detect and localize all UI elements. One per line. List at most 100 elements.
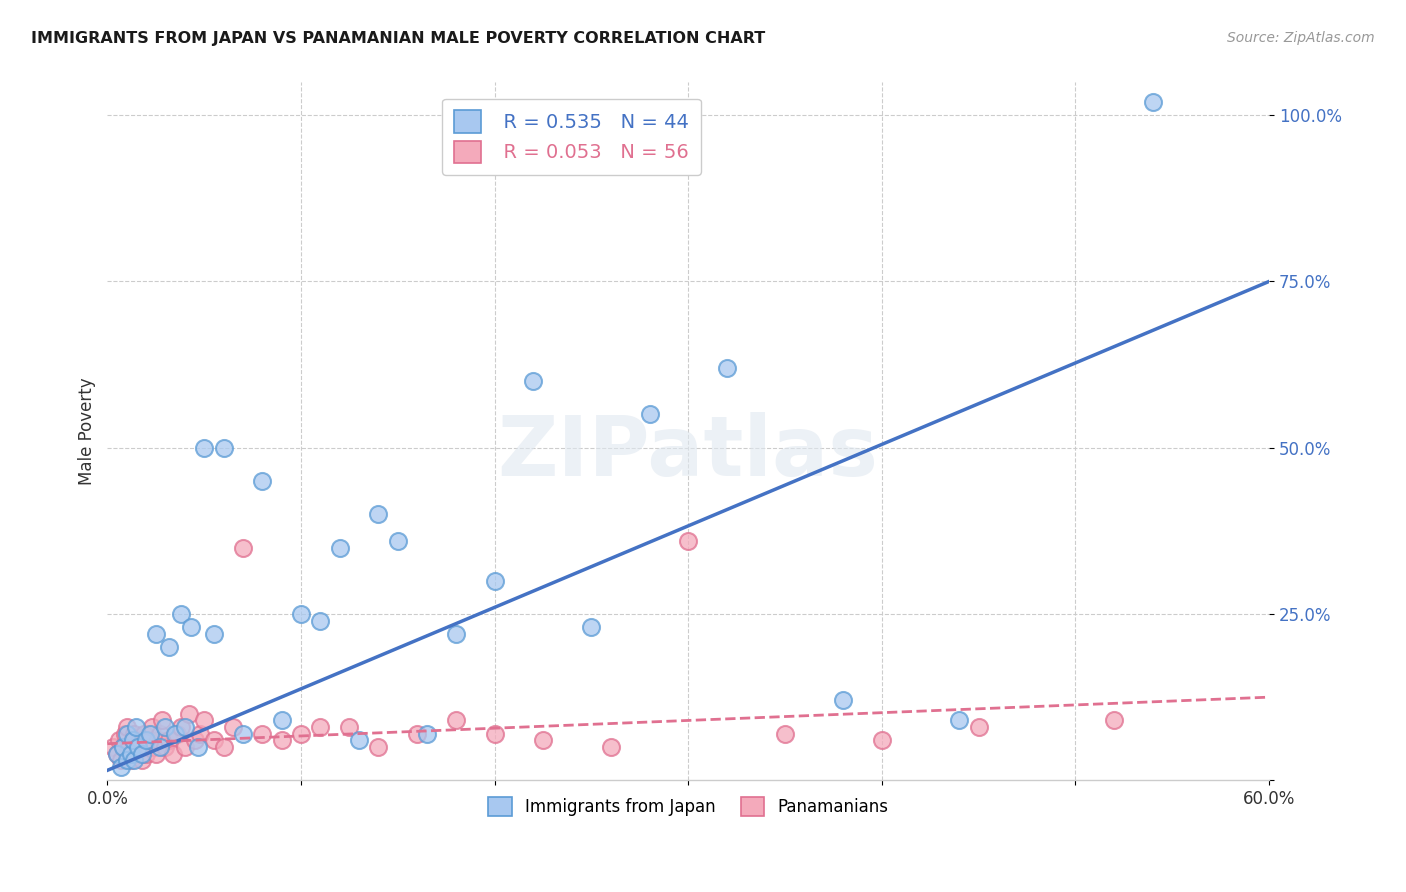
Point bbox=[290, 727, 312, 741]
Point bbox=[187, 739, 209, 754]
Point bbox=[270, 714, 292, 728]
Point bbox=[135, 747, 157, 761]
Point bbox=[145, 627, 167, 641]
Point bbox=[127, 739, 149, 754]
Point bbox=[157, 733, 180, 747]
Point bbox=[131, 747, 153, 761]
Point bbox=[105, 747, 128, 761]
Point bbox=[149, 727, 172, 741]
Point bbox=[638, 408, 661, 422]
Point bbox=[183, 733, 205, 747]
Point bbox=[484, 727, 506, 741]
Point bbox=[146, 733, 169, 747]
Point bbox=[124, 727, 146, 741]
Point bbox=[252, 474, 274, 488]
Point bbox=[129, 733, 152, 747]
Point bbox=[170, 607, 193, 621]
Point bbox=[165, 727, 187, 741]
Point bbox=[110, 760, 132, 774]
Point bbox=[188, 727, 211, 741]
Point bbox=[127, 739, 149, 754]
Point bbox=[170, 720, 193, 734]
Point bbox=[367, 739, 389, 754]
Point bbox=[121, 733, 143, 747]
Point bbox=[406, 727, 429, 741]
Point bbox=[387, 533, 409, 548]
Legend: Immigrants from Japan, Panamanians: Immigrants from Japan, Panamanians bbox=[479, 789, 897, 824]
Point bbox=[166, 727, 188, 741]
Point bbox=[155, 720, 177, 734]
Point bbox=[131, 753, 153, 767]
Point bbox=[124, 753, 146, 767]
Point bbox=[347, 733, 370, 747]
Point bbox=[202, 627, 225, 641]
Point bbox=[177, 706, 200, 721]
Text: IMMIGRANTS FROM JAPAN VS PANAMANIAN MALE POVERTY CORRELATION CHART: IMMIGRANTS FROM JAPAN VS PANAMANIAN MALE… bbox=[31, 31, 765, 46]
Point bbox=[222, 720, 245, 734]
Point bbox=[111, 739, 134, 754]
Point bbox=[212, 441, 235, 455]
Point bbox=[581, 620, 603, 634]
Point bbox=[114, 727, 136, 741]
Point bbox=[232, 727, 254, 741]
Point bbox=[832, 693, 855, 707]
Point bbox=[149, 739, 172, 754]
Point bbox=[173, 720, 195, 734]
Point bbox=[444, 627, 467, 641]
Point bbox=[121, 733, 143, 747]
Point bbox=[252, 727, 274, 741]
Point bbox=[270, 733, 292, 747]
Point bbox=[157, 640, 180, 655]
Point bbox=[290, 607, 312, 621]
Point bbox=[309, 720, 332, 734]
Point bbox=[948, 714, 970, 728]
Point bbox=[367, 508, 389, 522]
Point bbox=[135, 733, 157, 747]
Point bbox=[676, 533, 699, 548]
Point bbox=[309, 614, 332, 628]
Point bbox=[1142, 95, 1164, 109]
Point bbox=[599, 739, 621, 754]
Point bbox=[773, 727, 796, 741]
Point bbox=[125, 720, 148, 734]
Point bbox=[118, 739, 141, 754]
Point bbox=[141, 720, 163, 734]
Point bbox=[155, 739, 177, 754]
Point bbox=[105, 747, 128, 761]
Text: ZIPatlas: ZIPatlas bbox=[498, 411, 879, 492]
Point bbox=[134, 727, 156, 741]
Point bbox=[115, 747, 138, 761]
Point bbox=[111, 739, 134, 754]
Point bbox=[212, 739, 235, 754]
Point bbox=[115, 727, 138, 741]
Point bbox=[120, 753, 142, 767]
Point bbox=[416, 727, 439, 741]
Point bbox=[173, 739, 195, 754]
Point bbox=[136, 739, 159, 754]
Point bbox=[139, 727, 162, 741]
Point bbox=[120, 747, 142, 761]
Point bbox=[967, 720, 990, 734]
Point bbox=[484, 574, 506, 588]
Point bbox=[232, 541, 254, 555]
Point bbox=[115, 753, 138, 767]
Point bbox=[150, 714, 173, 728]
Point bbox=[522, 374, 544, 388]
Point bbox=[103, 739, 125, 754]
Point bbox=[193, 441, 215, 455]
Point bbox=[110, 753, 132, 767]
Point bbox=[1102, 714, 1125, 728]
Point bbox=[444, 714, 467, 728]
Point bbox=[162, 747, 184, 761]
Point bbox=[108, 733, 131, 747]
Point bbox=[202, 733, 225, 747]
Point bbox=[716, 360, 738, 375]
Point bbox=[870, 733, 893, 747]
Point bbox=[115, 720, 138, 734]
Point bbox=[329, 541, 352, 555]
Point bbox=[125, 747, 148, 761]
Point bbox=[142, 739, 165, 754]
Point bbox=[339, 720, 361, 734]
Y-axis label: Male Poverty: Male Poverty bbox=[79, 377, 96, 485]
Point bbox=[145, 747, 167, 761]
